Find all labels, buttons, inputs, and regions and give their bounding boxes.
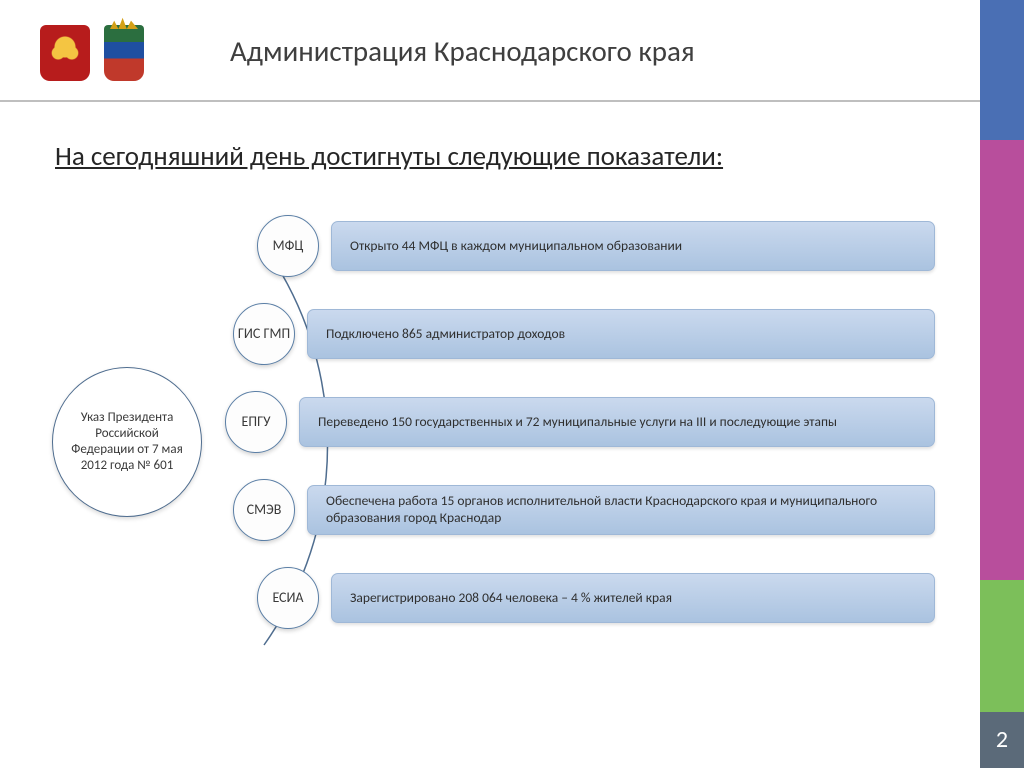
stripe-blue <box>980 0 1024 140</box>
indicator-row: СМЭВОбеспечена работа 15 органов исполни… <box>233 479 935 541</box>
indicator-row: ЕСИАЗарегистрировано 208 064 человека – … <box>257 567 935 629</box>
indicator-row: ГИС ГМППодключено 865 администратор дохо… <box>233 303 935 365</box>
subtitle: На сегодняшний день достигнуты следующие… <box>55 140 723 173</box>
russia-emblem-icon <box>40 25 90 81</box>
indicator-bar: Зарегистрировано 208 064 человека – 4 % … <box>331 573 935 623</box>
krasnodar-emblem-icon <box>104 25 144 81</box>
indicator-node: ГИС ГМП <box>233 303 295 365</box>
indicator-bar: Переведено 150 государственных и 72 муни… <box>299 397 935 447</box>
center-node-label: Указ Президента Российской Федерации от … <box>67 410 187 475</box>
indicator-bar: Обеспечена работа 15 органов исполнитель… <box>307 485 935 535</box>
indicator-row: ЕПГУПереведено 150 государственных и 72 … <box>225 391 935 453</box>
stripe-magenta <box>980 140 1024 580</box>
slide: Администрация Краснодарского края На сег… <box>0 0 980 768</box>
indicator-bar: Открыто 44 МФЦ в каждом муниципальном об… <box>331 221 935 271</box>
indicator-node: ЕСИА <box>257 567 319 629</box>
side-stripe: 2 <box>980 0 1024 768</box>
center-node: Указ Президента Российской Федерации от … <box>52 367 202 517</box>
indicators-diagram: Указ Президента Российской Федерации от … <box>60 215 940 685</box>
header: Администрация Краснодарского края <box>0 0 980 90</box>
emblem-group <box>40 25 144 81</box>
header-divider <box>0 100 980 102</box>
indicator-node: МФЦ <box>257 215 319 277</box>
indicator-bar: Подключено 865 администратор доходов <box>307 309 935 359</box>
indicator-row: МФЦОткрыто 44 МФЦ в каждом муниципальном… <box>257 215 935 277</box>
indicator-node: ЕПГУ <box>225 391 287 453</box>
page-title: Администрация Краснодарского края <box>230 25 980 69</box>
indicator-node: СМЭВ <box>233 479 295 541</box>
page-number: 2 <box>980 712 1024 768</box>
